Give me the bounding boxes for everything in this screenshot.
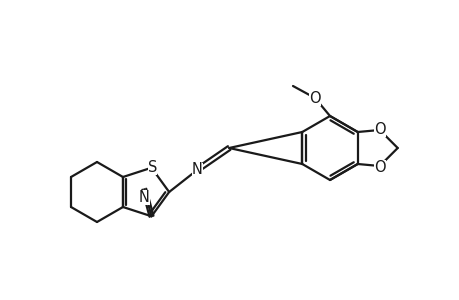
- Text: N: N: [191, 163, 202, 178]
- Text: O: O: [373, 160, 385, 175]
- Text: N: N: [139, 190, 149, 205]
- Text: S: S: [147, 160, 157, 175]
- Text: O: O: [308, 91, 320, 106]
- Text: O: O: [373, 122, 385, 136]
